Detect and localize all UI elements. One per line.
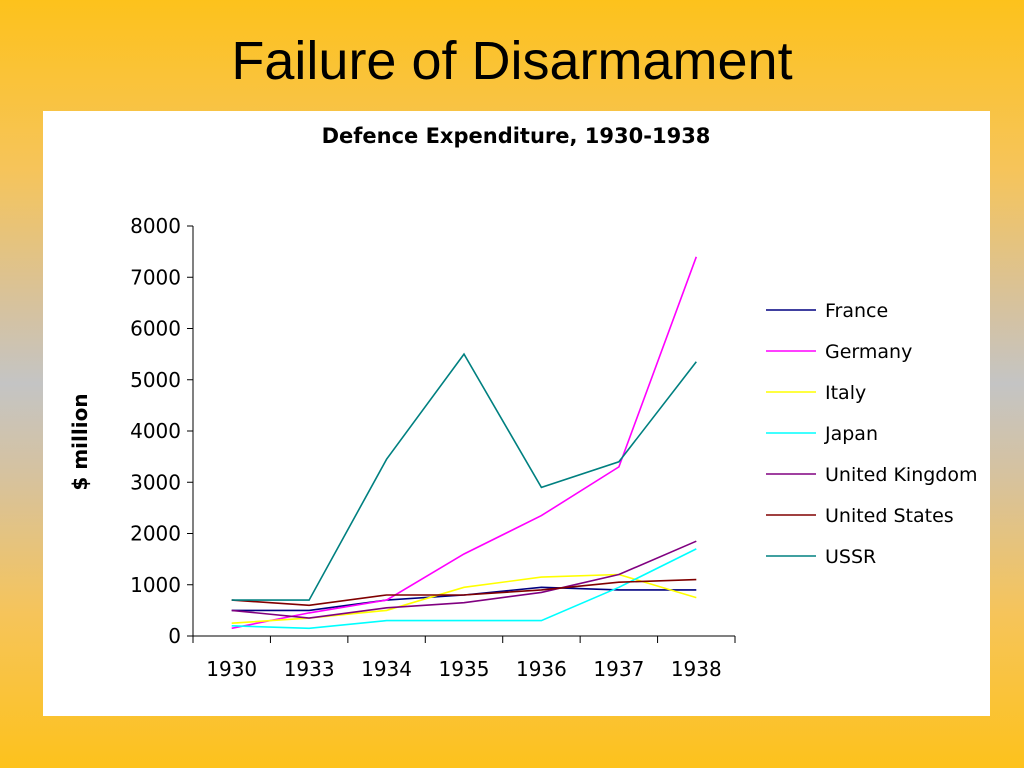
y-tick-label: 1000 [130, 573, 181, 597]
y-tick-label: 8000 [130, 214, 181, 238]
x-tick-label: 1936 [516, 657, 567, 681]
series-line-united-states [231, 578, 697, 607]
legend-label-france: France [825, 300, 888, 322]
x-tick-label: 1934 [361, 657, 412, 681]
legend-label-united-kingdom: United Kingdom [825, 464, 978, 486]
legend-label-japan: Japan [824, 423, 878, 445]
legend: France Germany Italy Japan United Kingdom Uni… [766, 300, 978, 568]
series-line-ussr [231, 352, 697, 601]
y-tick-label: 7000 [130, 265, 181, 289]
y-tick-label: 3000 [130, 470, 181, 494]
y-tick-label: 4000 [130, 419, 181, 443]
series-line-germany [231, 256, 698, 630]
legend-label-germany: Germany [825, 341, 912, 363]
series-line-united-kingdom [231, 540, 697, 619]
y-tick-label: 2000 [130, 522, 181, 546]
chart-panel: Defence Expenditure, 1930-1938 $ million… [43, 111, 990, 716]
y-tick-label: 6000 [130, 317, 181, 341]
y-axis-label: $ million [68, 393, 92, 490]
y-tick-label: 5000 [130, 368, 181, 392]
defence-expenditure-chart: Defence Expenditure, 1930-1938 $ million… [68, 124, 978, 681]
legend-label-ussr: USSR [825, 546, 876, 568]
axes: 0 1000 2000 3000 4000 5000 6000 7000 8000 1930 193… [130, 214, 736, 681]
x-tick-label: 1933 [284, 657, 335, 681]
x-tick-label: 1937 [593, 657, 644, 681]
series-line-japan [231, 548, 697, 630]
series-line-france [231, 586, 697, 612]
x-tick-label: 1935 [439, 657, 490, 681]
series-lines [231, 256, 698, 630]
y-tick-label: 0 [168, 624, 181, 648]
x-tick-label: 1930 [206, 657, 257, 681]
slide-title: Failure of Disarmament [231, 31, 793, 91]
chart-title: Defence Expenditure, 1930-1938 [322, 124, 711, 148]
x-tick-label: 1938 [671, 657, 722, 681]
legend-label-united-states: United States [825, 505, 954, 527]
legend-label-italy: Italy [825, 382, 866, 404]
